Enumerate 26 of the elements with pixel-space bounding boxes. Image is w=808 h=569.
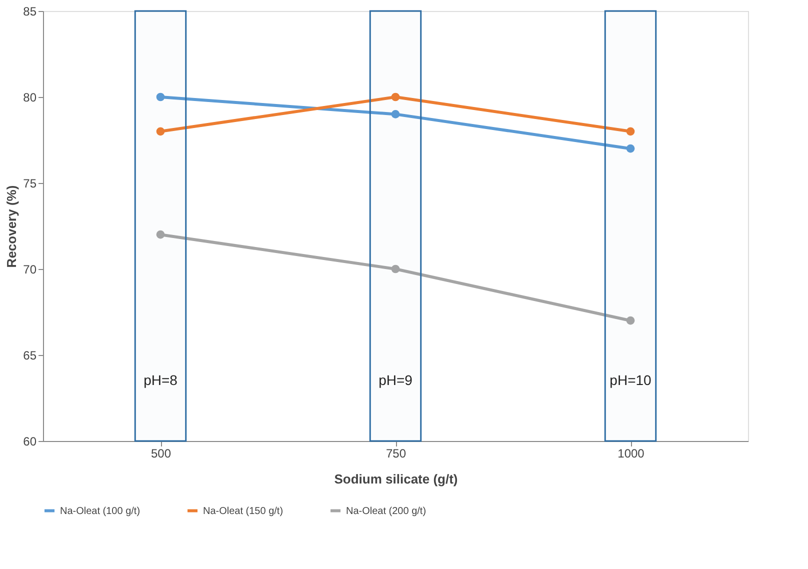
- legend-label: Na-Oleat (150 g/t): [203, 506, 284, 517]
- y-tick-label: 85: [23, 4, 37, 18]
- point: [156, 127, 165, 136]
- point: [626, 144, 635, 153]
- point: [626, 127, 635, 136]
- band-label: pH=10: [610, 372, 652, 388]
- y-tick-label: 70: [23, 262, 37, 276]
- y-tick-label: 65: [23, 348, 37, 362]
- point: [391, 264, 400, 274]
- x-axis-title: Sodium silicate (g/t): [334, 472, 458, 486]
- point: [391, 92, 400, 102]
- band-label: pH=9: [378, 372, 413, 388]
- legend-label: Na-Oleat (100 g/t): [60, 506, 140, 517]
- point: [626, 316, 635, 325]
- y-tick-label: 75: [23, 176, 37, 190]
- point: [156, 92, 165, 102]
- band-label: pH=8: [144, 372, 178, 388]
- y-tick-label: 80: [23, 90, 37, 104]
- point: [156, 230, 165, 239]
- x-tick-label: 750: [386, 446, 406, 460]
- point: [391, 110, 400, 118]
- y-tick-label: 60: [23, 434, 37, 448]
- x-tick-label: 500: [150, 446, 172, 460]
- y-axis-title: Recovery (%): [4, 185, 20, 268]
- x-tick-label: 1000: [618, 446, 645, 460]
- legend-label: Na-Oleat (200 g/t): [346, 506, 426, 517]
